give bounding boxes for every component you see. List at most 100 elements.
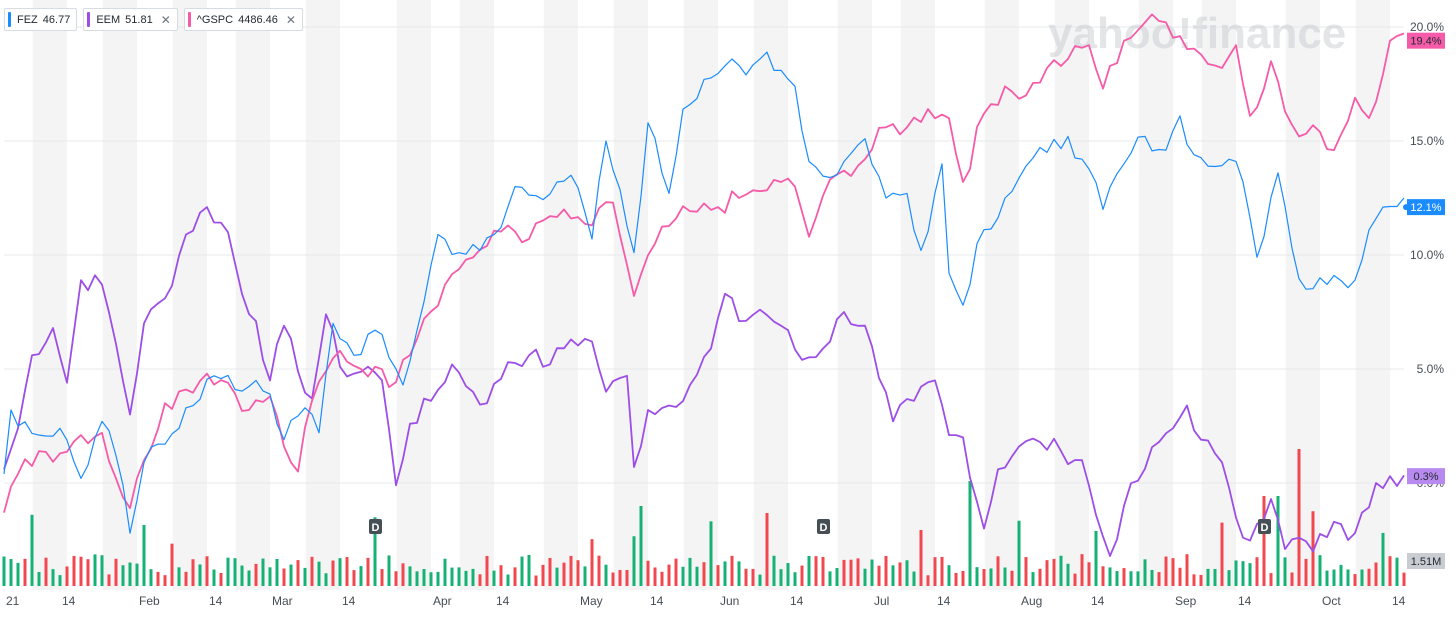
volume-bar <box>415 571 419 586</box>
volume-bar <box>1367 568 1371 586</box>
volume-bar <box>856 558 860 586</box>
volume-bar <box>618 570 622 586</box>
volume-bar <box>940 556 944 586</box>
volume-bar <box>989 568 993 586</box>
volume-bar <box>184 571 188 586</box>
x-tick-label: Aug <box>1021 594 1042 608</box>
eem-color-swatch <box>87 12 91 27</box>
volume-bar <box>1381 532 1385 586</box>
price-tag-box <box>1407 32 1445 49</box>
dividend-marker-box <box>817 519 830 534</box>
volume-bar <box>107 574 111 586</box>
dividend-marker: D <box>1258 519 1271 534</box>
volume-bar <box>737 561 741 586</box>
volume-bar <box>758 574 762 586</box>
volume-bar <box>121 565 125 586</box>
volume-bar <box>569 555 573 586</box>
volume-bar <box>1003 567 1007 586</box>
volume-bar <box>639 506 643 586</box>
volume-bar <box>338 558 342 586</box>
legend-chip-gspc[interactable]: ^GSPC 4486.46 ✕ <box>183 8 303 31</box>
volume-bar <box>219 573 223 586</box>
volume-bar <box>436 571 440 586</box>
volume-bar <box>674 558 678 586</box>
volume-bar <box>1045 560 1049 586</box>
volume-bar <box>44 557 48 586</box>
volume-bar <box>1297 449 1301 586</box>
volume-bar <box>1052 558 1056 586</box>
volume-bar <box>1087 562 1091 586</box>
volume-bar <box>1290 572 1294 586</box>
volume-bar <box>373 517 377 586</box>
volume-bar <box>653 567 657 586</box>
volume-bar <box>1353 574 1357 586</box>
volume-bar <box>1038 568 1042 586</box>
volume-bar <box>1010 570 1014 586</box>
volume-bar <box>632 536 636 586</box>
volume-bar <box>177 567 181 586</box>
shaded-week-band <box>837 0 872 590</box>
volume-bar <box>1325 570 1329 586</box>
volume-bar <box>912 571 916 586</box>
volume-bar <box>1080 554 1084 586</box>
volume-bar <box>527 555 531 586</box>
yahoo-finance-watermark: yahoo!finance <box>1048 9 1346 58</box>
shaded-week-band <box>1355 0 1390 590</box>
volume-bar <box>310 556 314 586</box>
dividend-marker: D <box>369 519 382 534</box>
volume-bar <box>506 574 510 586</box>
volume-bar <box>933 557 937 586</box>
volume-bar <box>100 555 104 586</box>
volume-bar <box>919 529 923 586</box>
volume-bar <box>254 563 258 586</box>
remove-gspc-close-icon[interactable]: ✕ <box>285 12 296 27</box>
volume-bar <box>1346 569 1350 586</box>
legend-symbol: ^GSPC <box>196 13 234 26</box>
volume-bar <box>478 574 482 586</box>
volume-bar <box>492 570 496 586</box>
volume-bar <box>863 568 867 586</box>
volume-bar <box>1143 559 1147 586</box>
volume-bar <box>968 481 972 586</box>
volume-tag-value: 1.51M <box>1411 556 1442 568</box>
volume-bar <box>289 564 293 586</box>
shaded-week-band <box>305 0 340 590</box>
volume-bar <box>1402 572 1406 586</box>
volume-bar <box>877 565 881 586</box>
volume-bar <box>79 556 83 586</box>
volume-bar <box>905 560 909 586</box>
volume-bar <box>352 570 356 586</box>
volume-bar <box>534 575 538 586</box>
legend-chip-eem[interactable]: EEM 51.81 ✕ <box>83 8 178 31</box>
shaded-week-band <box>235 0 270 590</box>
volume-bar <box>1150 569 1154 586</box>
volume-bar <box>1374 562 1378 586</box>
volume-bar <box>443 558 447 586</box>
volume-bar <box>660 571 664 586</box>
remove-eem-close-icon[interactable]: ✕ <box>160 12 171 27</box>
legend-value: 46.77 <box>42 13 71 26</box>
dividend-marker-label: D <box>1261 522 1269 534</box>
volume-bar <box>1255 557 1259 586</box>
legend-symbol: EEM <box>96 13 121 26</box>
volume-bar <box>625 570 629 586</box>
volume-bar <box>926 575 930 586</box>
volume-bar <box>37 571 41 586</box>
legend-chip-fez[interactable]: FEZ 46.77 <box>4 8 78 31</box>
volume-bar <box>58 575 62 586</box>
volume-bar <box>548 557 552 586</box>
volume-bar <box>1185 554 1189 586</box>
volume-bar <box>870 559 874 586</box>
volume-bar <box>205 556 209 586</box>
x-tick-label: Jun <box>720 594 739 608</box>
series-line-eem <box>3 206 1405 557</box>
legend-value: 51.81 <box>125 13 153 26</box>
volume-bar <box>1269 573 1273 586</box>
volume-bar <box>800 565 804 586</box>
volume-bar <box>947 565 951 586</box>
volume-bar <box>303 567 307 586</box>
shaded-week-band <box>1201 0 1236 590</box>
volume-bar <box>331 560 335 586</box>
x-tick-label: Mar <box>272 594 293 608</box>
